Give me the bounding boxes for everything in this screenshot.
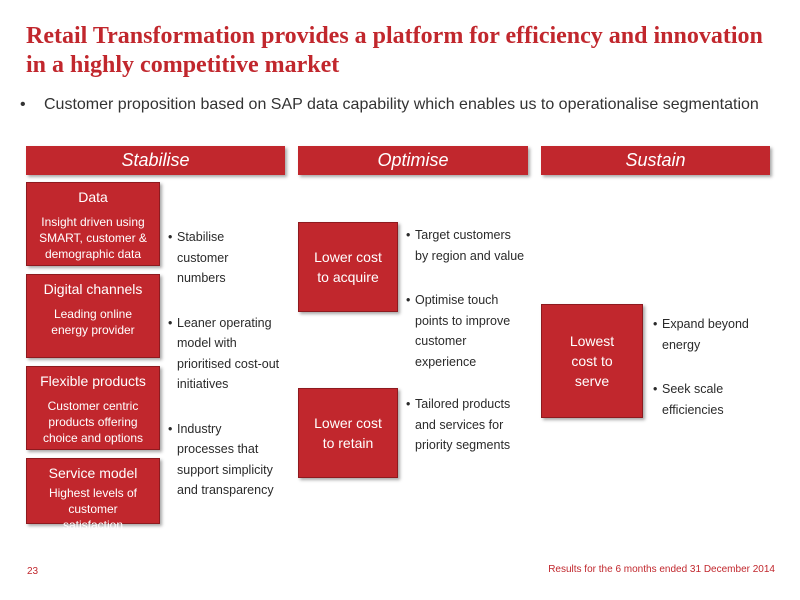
slide-title: Retail Transformation provides a platfor… — [26, 23, 763, 78]
box-desc: Leading online energy provider — [51, 307, 135, 337]
box-desc: Customer centric products offering choic… — [42, 399, 144, 445]
bullet-item: Tailored products and services for prior… — [406, 394, 530, 456]
stabilise-bullets: Stabilise customer numbers Leaner operat… — [168, 227, 280, 501]
bullet-item: Stabilise customer numbers — [168, 227, 243, 289]
box-desc: Highest levels of customer satisfaction — [48, 486, 138, 532]
bullet-marker: • — [20, 96, 26, 113]
header-optimise: Optimise — [298, 146, 528, 175]
bullet-item: Optimise touch points to improve custome… — [406, 290, 521, 372]
box-lowest-cost-to-serve: Lowest cost to serve — [541, 304, 643, 418]
box-digital-channels: Digital channels Leading online energy p… — [26, 274, 160, 358]
box-desc: Insight driven using SMART, customer & d… — [39, 215, 147, 261]
bullet-item: Expand beyond energy — [653, 314, 771, 355]
box-title: Digital channels — [43, 281, 143, 297]
bullet-item: Industry processes that support simplici… — [168, 419, 277, 501]
box-label: Lowest cost to serve — [569, 333, 615, 389]
box-label: Lower cost to retain — [314, 415, 382, 451]
box-title: Data — [78, 189, 108, 205]
header-sustain: Sustain — [541, 146, 770, 175]
bullet-item: Target customers by region and value — [406, 225, 527, 266]
intro-bullet: • Customer proposition based on SAP data… — [20, 95, 780, 115]
bullet-item: Leaner operating model with prioritised … — [168, 313, 280, 395]
box-title: Service model — [48, 465, 138, 481]
sustain-bullets: Expand beyond energy Seek scale efficien… — [653, 314, 771, 420]
footer-note: Results for the 6 months ended 31 Decemb… — [548, 564, 775, 575]
box-lower-cost-to-acquire: Lower cost to acquire — [298, 222, 398, 312]
page-number: 23 — [27, 566, 39, 577]
bullet-item: Seek scale efficiencies — [653, 379, 746, 420]
box-lower-cost-to-retain: Lower cost to retain — [298, 388, 398, 478]
box-label: Lower cost to acquire — [314, 249, 382, 285]
intro-bullet-text: Customer proposition based on SAP data c… — [44, 96, 759, 113]
box-service-model: Service model Highest levels of customer… — [26, 458, 160, 532]
optimise-bullets: Target customers by region and value Opt… — [406, 225, 530, 456]
box-flexible-products: Flexible products Customer centric produ… — [26, 366, 160, 450]
header-stabilise: Stabilise — [26, 146, 285, 175]
box-title: Flexible products — [40, 373, 146, 389]
box-data: Data Insight driven using SMART, custome… — [26, 182, 160, 266]
